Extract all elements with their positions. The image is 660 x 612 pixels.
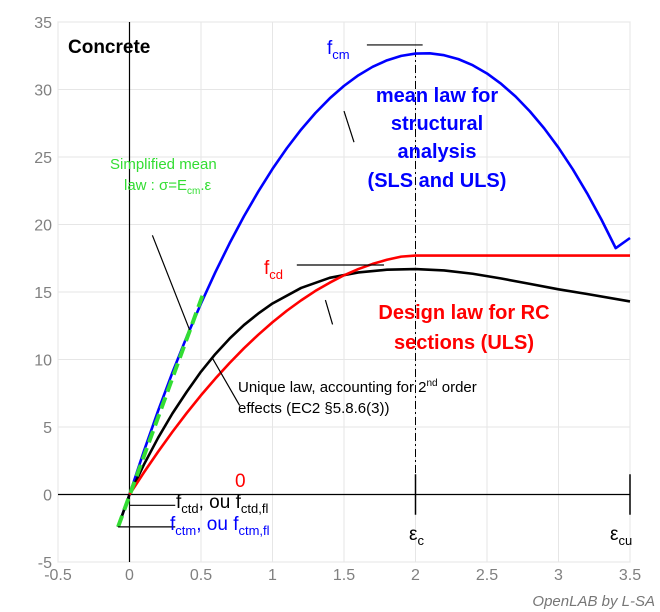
x-tick-label-5: 2 (411, 567, 420, 584)
eps-cu-label: εcu (610, 524, 632, 548)
y-tick-label-5: 20 (34, 218, 52, 235)
design-law-line-1: Design law for RC (378, 302, 549, 324)
x-tick-label-8: 3.5 (619, 567, 641, 584)
chart-title: Concrete (68, 37, 150, 58)
y-tick-label-2: 5 (43, 420, 52, 437)
x-tick-label-0: -0.5 (44, 567, 72, 584)
fctd-label: fctd, ou fctd,fl (176, 492, 268, 516)
x-tick-label-7: 3 (554, 567, 563, 584)
fcd-label: fcd (264, 258, 283, 282)
mean-law-line-2: structural (391, 113, 483, 135)
eps-c-label: εc (409, 524, 424, 548)
design-law-label: Design law for RC sections (ULS) (378, 302, 549, 354)
y-tick-label-8: 35 (34, 15, 52, 32)
x-tick-label-3: 1 (268, 567, 277, 584)
x-tick-label-6: 2.5 (476, 567, 498, 584)
design-law-line-2: sections (ULS) (394, 332, 534, 354)
series-line-3 (116, 291, 206, 528)
zero-label: 0 (235, 471, 246, 492)
y-tick-label-7: 30 (34, 83, 52, 100)
mean-law-line-3: analysis (398, 141, 477, 163)
simplified-leader (151, 235, 191, 331)
y-tick-label-1: 0 (43, 488, 52, 505)
fcm-label: fcm (327, 38, 350, 62)
tick-labels: -0.5 0 0.5 1 1.5 2 2.5 3 3.5 -5 0 5 10 15 20 25 30 35 (34, 15, 641, 584)
mean-law-leader (343, 110, 355, 143)
design-law-leader (324, 299, 334, 325)
unique-law-leader (211, 357, 241, 406)
simplified-law-label: Simplified mean law : σ=Ecm.ε (110, 156, 217, 197)
x-tick-label-1: 0 (125, 567, 134, 584)
x-tick-label-2: 0.5 (190, 567, 212, 584)
watermark: OpenLAB by L-SA (532, 593, 655, 610)
mean-law-line-4: (SLS and ULS) (368, 170, 507, 192)
series-line-1 (116, 267, 631, 528)
mean-law-line-1: mean law for (376, 85, 498, 107)
series-line-2 (128, 254, 630, 496)
mean-law-label: mean law for structural analysis (SLS an… (368, 85, 507, 192)
y-tick-label-3: 10 (34, 353, 52, 370)
y-tick-label-6: 25 (34, 150, 52, 167)
series-lines (116, 52, 631, 528)
pointer-lines (118, 44, 423, 528)
simplified-law-line-2: law : σ=Ecm.ε (124, 177, 212, 197)
fctm-label: fctm, ou fctm,fl (170, 514, 270, 538)
simplified-law-line-1: Simplified mean (110, 156, 217, 173)
y-tick-label-4: 15 (34, 285, 52, 302)
unique-law-line-1: Unique law, accounting for 2nd order (238, 378, 477, 396)
x-tick-label-4: 1.5 (333, 567, 355, 584)
unique-law-line-2: effects (EC2 §5.8.6(3)) (238, 400, 389, 417)
y-tick-label-0: -5 (38, 555, 52, 572)
axes (58, 22, 631, 562)
unique-law-label: Unique law, accounting for 2nd order eff… (238, 378, 477, 417)
